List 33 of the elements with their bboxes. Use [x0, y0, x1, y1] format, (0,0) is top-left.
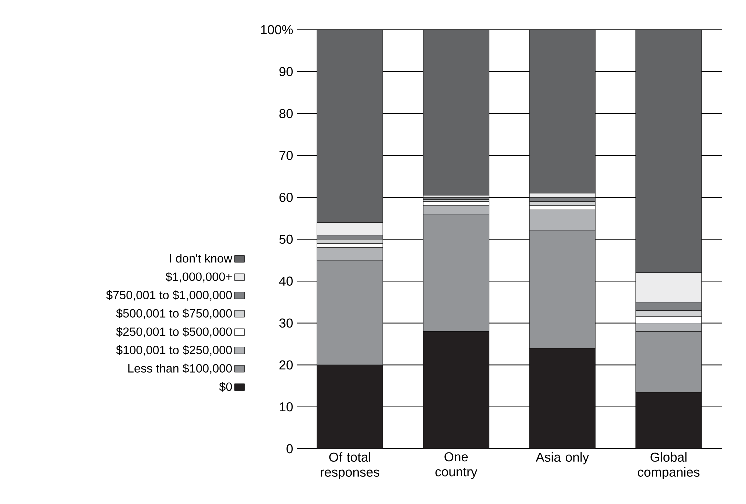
x-tick-label: One country: [436, 452, 478, 480]
y-tick-label: 40: [279, 276, 293, 286]
bar: [316, 30, 384, 223]
bar: [529, 193, 596, 198]
bar: [636, 392, 702, 449]
y-tick-label: 10: [280, 402, 293, 412]
legend-label: $100,001 to $250,000: [116, 346, 232, 356]
legend-label: $1,000,000+: [166, 272, 232, 283]
y-tick-label: 30: [280, 318, 293, 328]
legend-label: Less than $100,000: [128, 364, 232, 374]
y-tick-label: 80: [280, 109, 293, 118]
bar: [423, 30, 490, 196]
legend-label: $500,001 to $750,000: [116, 308, 232, 320]
y-tick-label: 60: [280, 193, 293, 202]
y-tick-label: 50: [280, 234, 293, 244]
legend-label: I don't know: [170, 254, 233, 263]
bar: [636, 30, 702, 274]
legend-label: $750,001 to $1,000,000: [106, 290, 232, 301]
bar: [529, 348, 596, 449]
y-tick-label: 70: [280, 151, 293, 160]
bar: [316, 365, 384, 449]
x-tick-label: Asia only: [536, 452, 590, 465]
legend-label: $250,001 to $500,000: [116, 327, 232, 338]
y-tick-label: 20: [280, 360, 293, 370]
x-tick-label: Global companies: [638, 452, 700, 480]
bar: [529, 30, 596, 194]
y-tick-label: 100%: [261, 25, 294, 35]
bar: [423, 331, 490, 449]
y-tick-label: 90: [280, 67, 293, 76]
x-tick-label: Of total responses: [321, 452, 380, 480]
bar: [316, 239, 384, 244]
y-tick-label: 0: [286, 444, 293, 454]
legend-label: $0: [219, 382, 232, 392]
